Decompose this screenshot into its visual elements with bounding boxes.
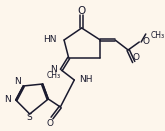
Text: N: N — [14, 78, 20, 86]
Text: HN: HN — [43, 36, 57, 45]
Text: CH₃: CH₃ — [150, 31, 165, 40]
Text: N: N — [4, 95, 11, 105]
Text: O: O — [142, 37, 149, 45]
Text: NH: NH — [79, 75, 92, 83]
Text: O: O — [78, 6, 86, 16]
Text: CH₃: CH₃ — [46, 70, 61, 80]
Text: S: S — [27, 113, 33, 122]
Text: O: O — [47, 119, 54, 127]
Text: O: O — [132, 53, 139, 62]
Text: N: N — [50, 66, 57, 75]
